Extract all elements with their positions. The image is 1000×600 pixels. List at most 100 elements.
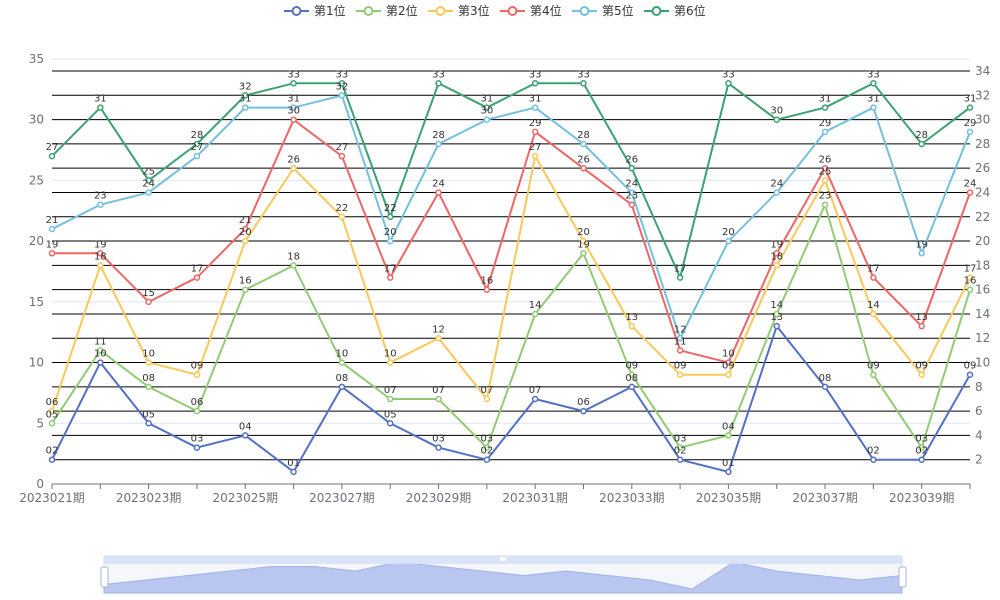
data-point[interactable] — [145, 298, 152, 306]
data-point[interactable] — [773, 310, 780, 318]
data-point[interactable] — [725, 371, 732, 378]
data-point[interactable] — [580, 165, 587, 172]
data-point[interactable] — [966, 104, 974, 111]
data-point[interactable] — [145, 383, 152, 391]
data-point[interactable] — [48, 152, 56, 160]
data-point[interactable] — [580, 250, 587, 257]
data-point[interactable] — [386, 395, 394, 403]
data-point[interactable] — [821, 177, 829, 184]
data-point[interactable] — [676, 444, 684, 451]
data-point[interactable] — [821, 165, 829, 172]
data-point[interactable] — [676, 347, 684, 354]
data-point[interactable] — [193, 140, 201, 148]
data-point[interactable] — [242, 286, 249, 293]
data-point[interactable] — [193, 407, 201, 415]
data-point[interactable] — [242, 432, 249, 439]
data-point[interactable] — [966, 274, 974, 281]
data-point[interactable] — [918, 456, 925, 463]
data-point[interactable] — [676, 274, 684, 281]
data-point[interactable] — [870, 310, 877, 318]
data-point[interactable] — [193, 152, 201, 160]
data-point[interactable] — [48, 420, 56, 427]
data-point[interactable] — [483, 286, 491, 293]
data-point[interactable] — [435, 444, 442, 451]
data-point[interactable] — [338, 383, 346, 391]
data-point[interactable] — [435, 335, 442, 342]
data-point[interactable] — [338, 92, 346, 99]
data-point[interactable] — [386, 420, 394, 427]
data-point[interactable] — [145, 359, 152, 366]
data-point[interactable] — [676, 335, 684, 342]
data-point[interactable] — [483, 395, 491, 403]
data-point[interactable] — [242, 104, 249, 111]
data-point[interactable] — [97, 347, 104, 354]
data-point[interactable] — [97, 262, 104, 269]
data-point[interactable] — [773, 250, 780, 257]
legend-item[interactable]: 第2位 — [356, 3, 418, 18]
data-point[interactable] — [435, 395, 442, 403]
data-point[interactable] — [386, 359, 394, 366]
data-point[interactable] — [870, 80, 877, 87]
data-point[interactable] — [531, 128, 539, 136]
data-point[interactable] — [97, 104, 104, 111]
data-zoom-slider[interactable] — [100, 555, 907, 594]
data-point[interactable] — [145, 189, 152, 196]
data-point[interactable] — [531, 152, 539, 160]
data-point[interactable] — [628, 201, 636, 208]
data-point[interactable] — [145, 420, 152, 427]
data-point[interactable] — [290, 116, 297, 123]
data-point[interactable] — [628, 383, 636, 391]
data-point[interactable] — [290, 80, 297, 87]
legend-item[interactable]: 第6位 — [644, 3, 706, 18]
data-point[interactable] — [725, 432, 732, 439]
data-point[interactable] — [821, 201, 829, 208]
zoom-handle[interactable] — [100, 566, 109, 588]
data-point[interactable] — [97, 359, 104, 366]
data-point[interactable] — [676, 456, 684, 463]
data-point[interactable] — [918, 322, 925, 330]
data-point[interactable] — [531, 80, 539, 87]
data-point[interactable] — [628, 371, 636, 378]
data-point[interactable] — [193, 444, 201, 451]
data-point[interactable] — [918, 444, 925, 451]
data-point[interactable] — [531, 310, 539, 318]
data-point[interactable] — [338, 152, 346, 160]
data-point[interactable] — [676, 371, 684, 378]
data-point[interactable] — [483, 444, 491, 451]
data-point[interactable] — [773, 189, 780, 196]
data-point[interactable] — [338, 213, 346, 221]
legend-item[interactable]: 第5位 — [572, 3, 634, 18]
data-point[interactable] — [483, 456, 491, 463]
legend-item[interactable]: 第4位 — [500, 3, 562, 18]
data-point[interactable] — [628, 189, 636, 196]
data-point[interactable] — [725, 468, 732, 476]
legend-item[interactable]: 第1位 — [284, 3, 346, 18]
data-point[interactable] — [290, 262, 297, 269]
data-point[interactable] — [725, 80, 732, 87]
data-point[interactable] — [290, 104, 297, 111]
data-point[interactable] — [870, 274, 877, 281]
data-point[interactable] — [435, 189, 442, 196]
legend-item[interactable]: 第3位 — [428, 3, 490, 18]
data-point[interactable] — [97, 250, 104, 257]
zoom-move-handle[interactable] — [500, 557, 506, 561]
data-point[interactable] — [48, 407, 56, 415]
data-point[interactable] — [483, 116, 491, 123]
data-point[interactable] — [821, 383, 829, 391]
data-point[interactable] — [821, 128, 829, 136]
data-point[interactable] — [483, 104, 491, 111]
data-point[interactable] — [48, 456, 56, 463]
data-point[interactable] — [966, 189, 974, 196]
data-point[interactable] — [97, 201, 104, 208]
data-point[interactable] — [773, 116, 780, 123]
data-point[interactable] — [531, 395, 539, 403]
data-point[interactable] — [918, 140, 925, 148]
data-point[interactable] — [725, 237, 732, 245]
data-point[interactable] — [580, 80, 587, 87]
data-point[interactable] — [242, 237, 249, 245]
data-point[interactable] — [725, 359, 732, 366]
data-point[interactable] — [580, 140, 587, 148]
data-point[interactable] — [966, 371, 974, 378]
data-point[interactable] — [386, 213, 394, 221]
data-point[interactable] — [580, 237, 587, 245]
